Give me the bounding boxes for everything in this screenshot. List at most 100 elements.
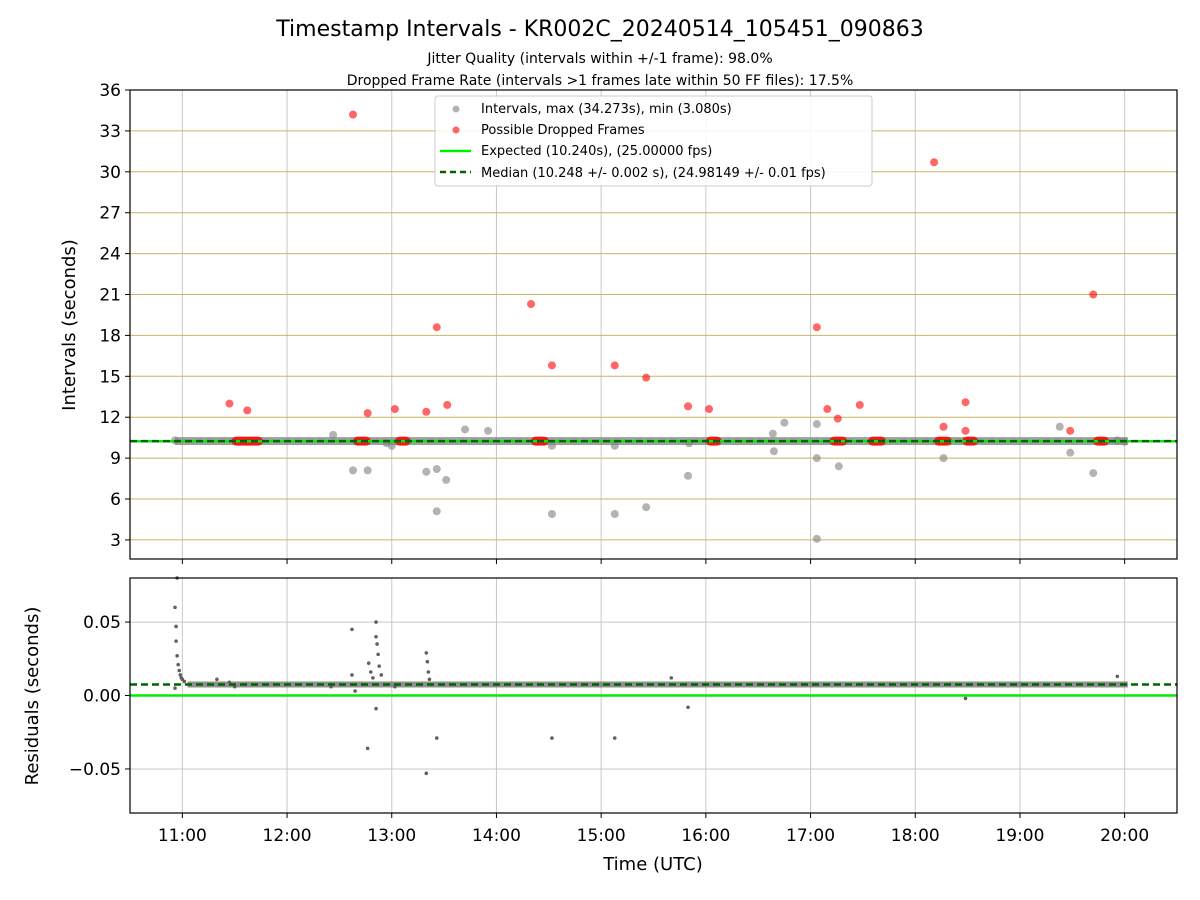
intervals-y-tick-label: 18 [99, 326, 121, 346]
interval-point [610, 441, 619, 450]
intervals-y-tick-label: 3 [110, 531, 121, 551]
residual-point [178, 673, 183, 677]
residual-point [350, 627, 354, 632]
residual-point [369, 670, 373, 674]
dropped-frame-point [939, 422, 948, 431]
legend-marker-dropped [452, 126, 460, 134]
dropped-frame-point [704, 405, 713, 414]
dropped-frame-point [243, 406, 252, 415]
dropped-frame-point [1089, 290, 1098, 299]
subtitle-dropped: Dropped Frame Rate (intervals >1 frames … [347, 73, 854, 89]
x-tick-label: 20:00 [1100, 826, 1149, 846]
intervals-y-tick-label: 30 [99, 163, 121, 183]
residual-point [612, 736, 617, 740]
x-tick-label: 15:00 [577, 826, 626, 846]
residual-point [686, 705, 690, 710]
residuals-dense-run [187, 681, 1128, 688]
residual-point [425, 659, 430, 664]
legend-marker-intervals [452, 105, 460, 113]
residual-point [366, 661, 371, 665]
interval-point [1055, 422, 1064, 431]
legend: Intervals, max (34.273s), min (3.080s) P… [434, 95, 873, 187]
interval-point [812, 420, 821, 429]
residual-point [434, 736, 439, 740]
residuals-y-tick-label: −0.05 [69, 760, 121, 780]
interval-point [387, 441, 396, 450]
x-tick-label: 19:00 [995, 826, 1044, 846]
residual-point [175, 654, 179, 658]
dropped-frame-point [833, 414, 842, 423]
residual-point [350, 673, 354, 677]
interval-point [642, 503, 651, 512]
x-tick-label: 17:00 [786, 826, 835, 846]
dropped-frame-point [684, 402, 693, 411]
residual-point [379, 673, 384, 677]
x-tick-label: 18:00 [891, 826, 940, 846]
residual-point [424, 771, 429, 776]
dropped-frame-point [225, 399, 234, 408]
intervals-y-tick-label: 9 [110, 449, 121, 469]
subtitle-jitter: Jitter Quality (intervals within +/-1 fr… [426, 51, 772, 67]
interval-point [422, 467, 431, 476]
legend-box [434, 95, 873, 187]
dropped-frame-point [610, 361, 619, 370]
interval-point [684, 471, 693, 480]
residual-point [173, 605, 177, 610]
x-tick-label: 14:00 [472, 826, 521, 846]
interval-point [1089, 469, 1098, 478]
residual-point [426, 670, 431, 674]
residual-point [424, 651, 429, 655]
residual-point [1115, 674, 1120, 679]
interval-point [780, 418, 789, 427]
intervals-x-ticks [181, 559, 1126, 564]
legend-label-intervals: Intervals, max (34.273s), min (3.080s) [481, 102, 732, 117]
residual-point [174, 624, 178, 629]
residual-point [353, 689, 357, 693]
interval-point [442, 475, 451, 484]
dropped-frame-point [422, 407, 431, 416]
residual-point [232, 684, 237, 689]
residuals-y-tick-label: 0.00 [83, 687, 121, 707]
interval-point [610, 510, 619, 519]
residual-point [963, 696, 968, 701]
interval-point [484, 426, 493, 435]
dropped-frame-point [1066, 426, 1075, 435]
residuals-y-ticks: −0.05 0.00 0.05 [69, 613, 130, 780]
residual-point [427, 677, 432, 682]
dropped-frame-point [961, 398, 970, 407]
residual-point [374, 706, 378, 711]
dropped-frame-point [642, 373, 651, 382]
x-tick-label: 16:00 [681, 826, 730, 846]
dropped-frame-point [961, 426, 970, 435]
legend-label-dropped: Possible Dropped Frames [481, 123, 645, 138]
x-tick-label: 12:00 [263, 826, 312, 846]
residual-point [669, 676, 674, 680]
dropped-frame-point [812, 323, 821, 332]
intervals-y-tick-label: 24 [99, 245, 121, 265]
dropped-frame-point [823, 405, 832, 414]
residual-point [182, 679, 187, 684]
residual-point [375, 642, 379, 646]
residual-point [173, 686, 177, 690]
interval-point [768, 429, 777, 438]
residual-point [376, 652, 380, 657]
intervals-y-tick-label: 21 [99, 286, 121, 306]
interval-point [329, 430, 338, 439]
residual-point [374, 620, 378, 624]
chart-title: Timestamp Intervals - KR002C_20240514_10… [275, 17, 923, 42]
residual-point [177, 668, 182, 673]
intervals-y-tick-label: 15 [99, 367, 121, 387]
residual-point [371, 676, 375, 680]
x-axis-label: Time (UTC) [602, 854, 703, 875]
intervals-y-tick-label: 27 [99, 204, 121, 224]
interval-point [432, 507, 441, 516]
residual-point [227, 680, 232, 685]
interval-point [812, 454, 821, 463]
intervals-y-label: Intervals (seconds) [59, 239, 80, 411]
intervals-y-tick-label: 36 [99, 81, 121, 101]
interval-point [432, 465, 441, 474]
intervals-y-tick-label: 6 [110, 490, 121, 510]
